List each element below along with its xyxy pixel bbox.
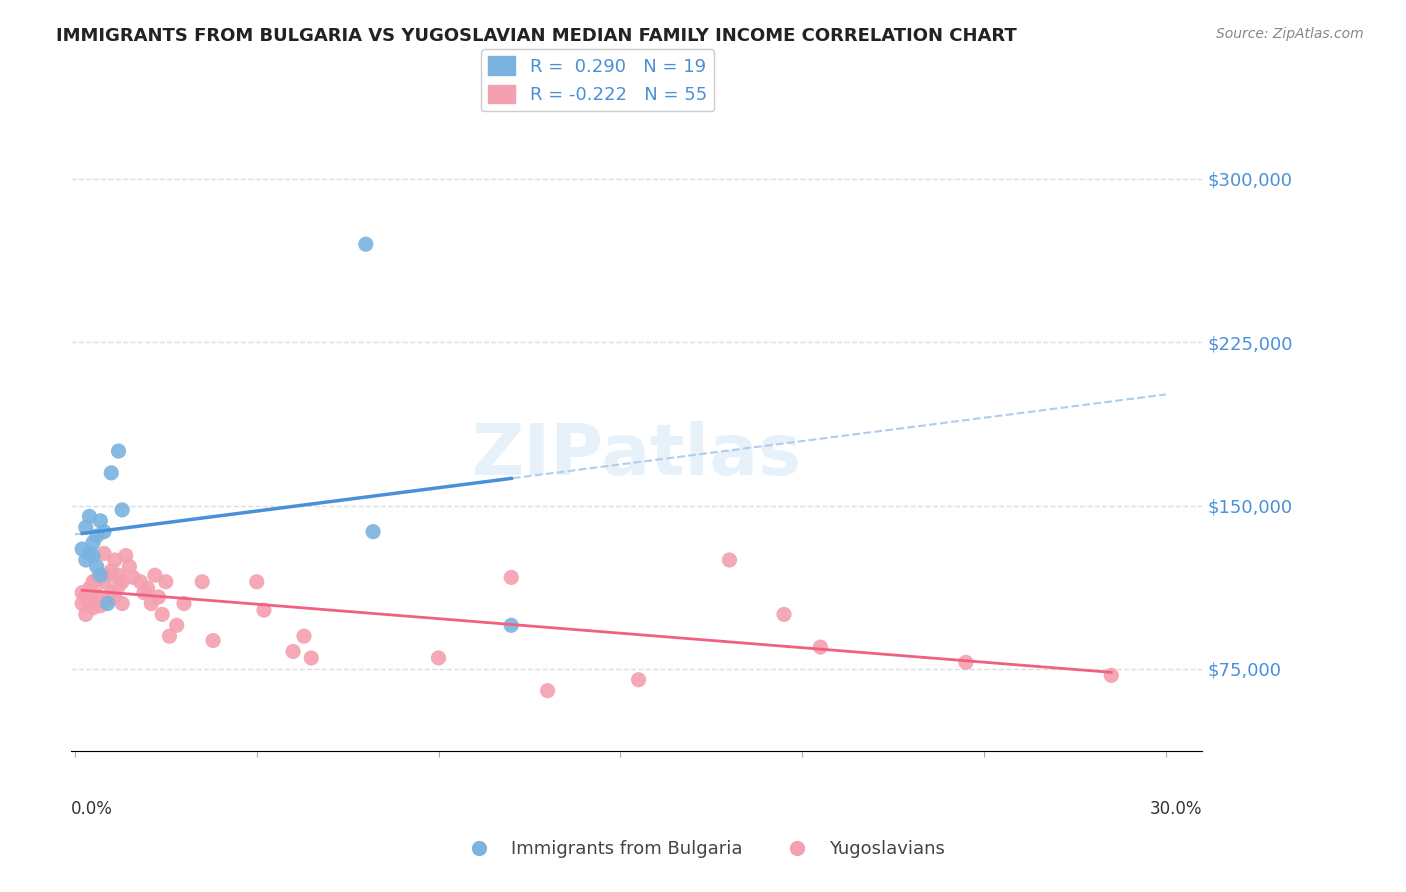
Point	[253, 603, 276, 617]
Point	[536, 683, 558, 698]
Text: Source: ZipAtlas.com: Source: ZipAtlas.com	[1216, 27, 1364, 41]
Point	[773, 607, 796, 622]
Point	[107, 579, 129, 593]
Point	[86, 588, 108, 602]
Point	[89, 568, 111, 582]
Point	[718, 553, 741, 567]
Point	[501, 570, 523, 584]
Point	[104, 553, 127, 567]
Legend: R =  0.290   N = 19, R = -0.222   N = 55: R = 0.290 N = 19, R = -0.222 N = 55	[481, 49, 714, 112]
Point	[132, 585, 155, 599]
Point	[93, 574, 115, 589]
Point	[191, 574, 214, 589]
Point	[70, 597, 93, 611]
Point	[173, 597, 195, 611]
Point	[107, 568, 129, 582]
Point	[86, 529, 108, 543]
Point	[111, 503, 134, 517]
Point	[82, 574, 104, 589]
Point	[111, 597, 134, 611]
Point	[141, 597, 163, 611]
Point	[118, 559, 141, 574]
Point	[89, 514, 111, 528]
Point	[159, 629, 181, 643]
Point	[129, 574, 152, 589]
Point	[136, 582, 159, 596]
Point	[148, 590, 170, 604]
Point	[97, 597, 120, 611]
Text: 0.0%: 0.0%	[72, 800, 112, 818]
Point	[361, 524, 384, 539]
Point	[501, 618, 523, 632]
Point	[166, 618, 188, 632]
Point	[79, 546, 101, 560]
Point	[354, 237, 377, 252]
Point	[955, 656, 977, 670]
Point	[104, 590, 127, 604]
Point	[75, 590, 97, 604]
Point	[75, 553, 97, 567]
Point	[107, 444, 129, 458]
Point	[79, 582, 101, 596]
Point	[97, 568, 120, 582]
Point	[155, 574, 177, 589]
Point	[292, 629, 315, 643]
Point	[281, 644, 304, 658]
Point	[82, 592, 104, 607]
Point	[100, 564, 122, 578]
Text: 30.0%: 30.0%	[1150, 800, 1202, 818]
Point	[114, 549, 136, 563]
Point	[627, 673, 650, 687]
Legend: Immigrants from Bulgaria, Yugoslavians: Immigrants from Bulgaria, Yugoslavians	[454, 833, 952, 865]
Point	[808, 640, 831, 654]
Point	[93, 524, 115, 539]
Text: IMMIGRANTS FROM BULGARIA VS YUGOSLAVIAN MEDIAN FAMILY INCOME CORRELATION CHART: IMMIGRANTS FROM BULGARIA VS YUGOSLAVIAN …	[56, 27, 1017, 45]
Point	[89, 599, 111, 613]
Point	[79, 597, 101, 611]
Point	[82, 600, 104, 615]
Point	[427, 651, 450, 665]
Point	[150, 607, 173, 622]
Point	[75, 520, 97, 534]
Point	[82, 535, 104, 549]
Point	[70, 542, 93, 557]
Text: ZIPatlas: ZIPatlas	[471, 421, 801, 490]
Point	[299, 651, 322, 665]
Point	[79, 509, 101, 524]
Point	[1099, 668, 1122, 682]
Point	[100, 585, 122, 599]
Point	[89, 570, 111, 584]
Point	[75, 607, 97, 622]
Point	[93, 546, 115, 560]
Point	[97, 592, 120, 607]
Point	[143, 568, 166, 582]
Point	[100, 466, 122, 480]
Point	[202, 633, 225, 648]
Point	[86, 573, 108, 587]
Point	[111, 574, 134, 589]
Point	[86, 559, 108, 574]
Point	[82, 549, 104, 563]
Point	[246, 574, 269, 589]
Point	[70, 585, 93, 599]
Point	[122, 570, 145, 584]
